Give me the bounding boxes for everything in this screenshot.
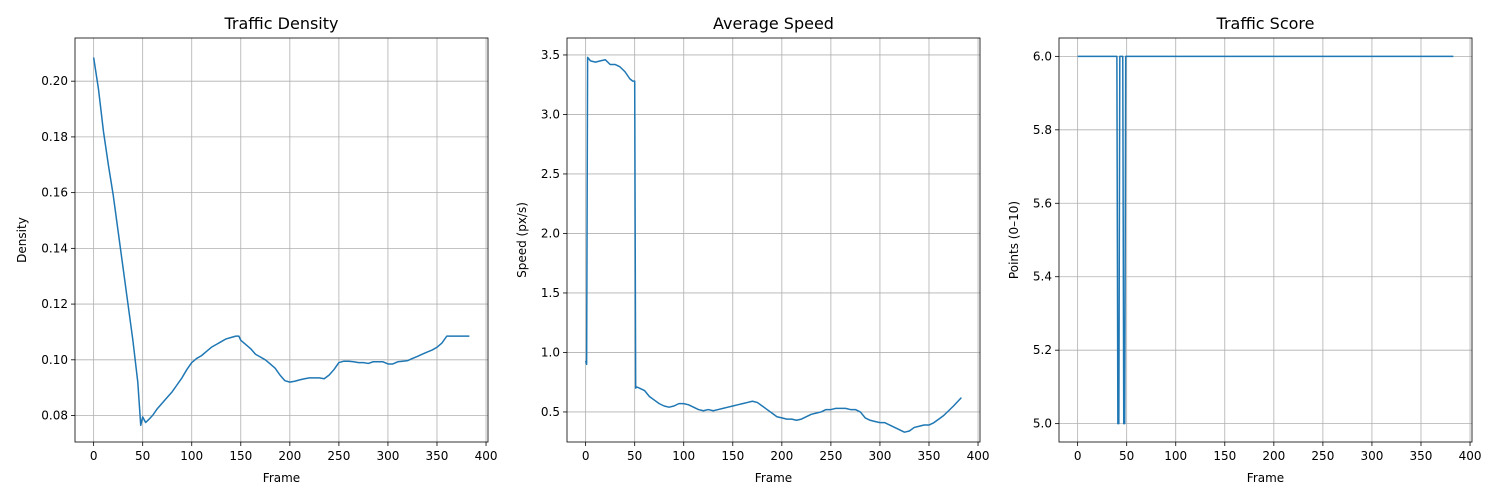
x-tick-label: 300 xyxy=(868,449,891,463)
x-tick-label: 50 xyxy=(1119,449,1134,463)
y-tick-label: 0.20 xyxy=(41,74,68,88)
series-line xyxy=(92,57,470,427)
panel-title: Traffic Density xyxy=(224,14,339,33)
x-tick-label: 100 xyxy=(672,449,695,463)
x-tick-label: 150 xyxy=(229,449,252,463)
x-tick-label: 150 xyxy=(1213,449,1236,463)
x-tick-label: 350 xyxy=(1410,449,1433,463)
x-tick-label: 350 xyxy=(426,449,449,463)
y-tick-label: 3.5 xyxy=(541,48,560,62)
x-axis-label: Frame xyxy=(1247,471,1284,485)
panel-traffic-density: Traffic Density Frame Density 0 50 100 150 2… xyxy=(15,14,497,485)
y-tick-label: 0.10 xyxy=(41,353,68,367)
series-line xyxy=(584,56,962,433)
x-tick-label: 50 xyxy=(135,449,150,463)
ticks: 0 50 100 150 200 250 300 350 400 0.5 1.0 1.5 2.0 2.5 3… xyxy=(541,48,990,463)
x-tick-label: 400 xyxy=(1459,449,1482,463)
x-tick-label: 100 xyxy=(1164,449,1187,463)
y-tick-label: 0.16 xyxy=(41,186,68,200)
x-tick-label: 0 xyxy=(1074,449,1082,463)
y-tick-label: 5.6 xyxy=(1033,196,1052,210)
grid xyxy=(75,38,488,442)
x-tick-label: 150 xyxy=(721,449,744,463)
ticks: 0 50 100 150 200 250 300 350 400 0.08 0.10 0.12 0.14… xyxy=(41,74,497,463)
x-tick-label: 50 xyxy=(627,449,642,463)
x-tick-label: 400 xyxy=(475,449,498,463)
y-tick-label: 2.0 xyxy=(541,226,560,240)
axes-frame xyxy=(74,37,489,443)
y-tick-label: 0.14 xyxy=(41,241,68,255)
y-tick-label: 0.18 xyxy=(41,130,68,144)
y-tick-label: 0.12 xyxy=(41,297,68,311)
x-tick-label: 100 xyxy=(180,449,203,463)
y-axis-label: Points (0–10) xyxy=(1007,201,1021,279)
y-tick-label: 2.5 xyxy=(541,167,560,181)
ticks: 0 50 100 150 200 250 300 350 400 5.0 5.2 5.4 5.6 5.8 6… xyxy=(1033,49,1482,463)
y-tick-label: 6.0 xyxy=(1033,49,1052,63)
x-tick-label: 0 xyxy=(90,449,98,463)
series-line xyxy=(1077,55,1454,425)
x-tick-label: 200 xyxy=(1262,449,1285,463)
axes-frame xyxy=(566,37,981,443)
x-tick-label: 0 xyxy=(582,449,590,463)
x-axis-label: Frame xyxy=(755,471,792,485)
y-tick-label: 1.0 xyxy=(541,345,560,359)
y-axis-label: Speed (px/s) xyxy=(515,202,529,278)
y-tick-label: 5.2 xyxy=(1033,343,1052,357)
x-tick-label: 300 xyxy=(376,449,399,463)
x-tick-label: 350 xyxy=(918,449,941,463)
panel-average-speed: Average Speed Frame Speed (px/s) 0 50 100 1… xyxy=(515,14,989,485)
x-tick-label: 200 xyxy=(770,449,793,463)
y-axis-label: Density xyxy=(15,217,29,263)
x-tick-label: 300 xyxy=(1360,449,1383,463)
y-tick-label: 5.0 xyxy=(1033,417,1052,431)
y-tick-label: 0.5 xyxy=(541,405,560,419)
x-tick-label: 400 xyxy=(967,449,990,463)
x-tick-label: 250 xyxy=(1311,449,1334,463)
axes-frame xyxy=(1058,37,1473,443)
x-tick-label: 200 xyxy=(278,449,301,463)
panel-title: Traffic Score xyxy=(1216,14,1315,33)
x-tick-label: 250 xyxy=(819,449,842,463)
y-tick-label: 3.0 xyxy=(541,107,560,121)
y-tick-label: 0.08 xyxy=(41,409,68,423)
x-tick-label: 250 xyxy=(327,449,350,463)
y-tick-label: 5.8 xyxy=(1033,123,1052,137)
y-tick-label: 1.5 xyxy=(541,286,560,300)
panel-title: Average Speed xyxy=(713,14,834,33)
panel-traffic-score: Traffic Score Frame Points (0–10) 0 50 100… xyxy=(1007,14,1481,485)
x-axis-label: Frame xyxy=(263,471,300,485)
y-tick-label: 5.4 xyxy=(1033,270,1052,284)
